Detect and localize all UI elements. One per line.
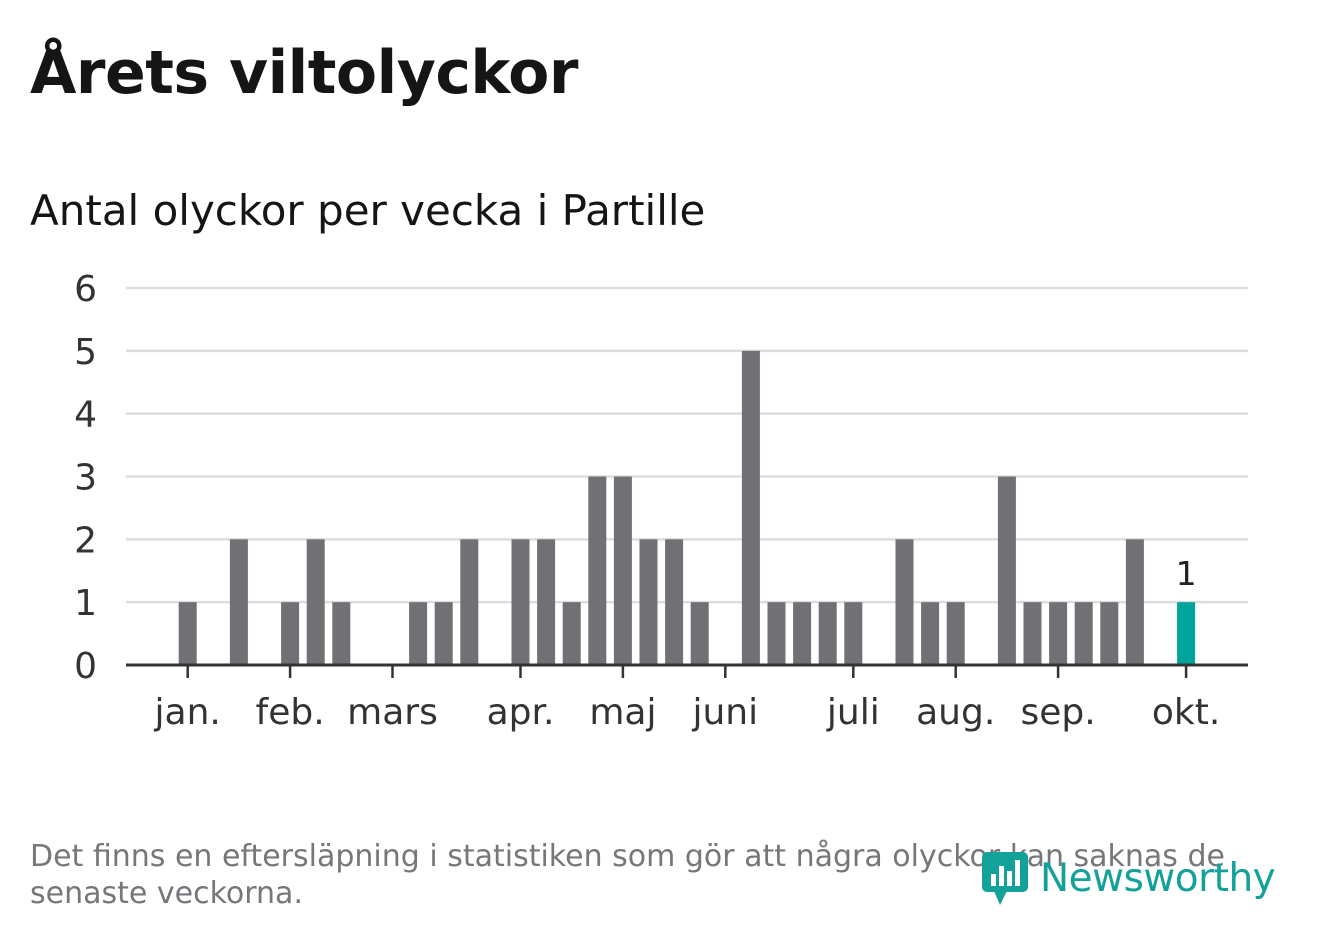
bar-highlight [1177,602,1196,665]
chart-subtitle: Antal olyckor per vecka i Partille [30,186,706,235]
bar [229,539,248,665]
bar [767,602,786,665]
x-tick-label: juni [691,692,758,733]
y-tick-label: 1 [74,583,97,624]
y-tick-label: 2 [74,520,97,561]
x-tick-label: mars [347,692,438,733]
bar [793,602,812,665]
bar [844,602,863,665]
bar [818,602,837,665]
x-tick-label: maj [589,692,656,733]
bar [1125,539,1144,665]
bar [588,476,607,665]
bar [562,602,581,665]
bar [409,602,428,665]
bar [178,602,197,665]
y-tick-label: 6 [74,269,97,310]
x-axis-ticks: jan. feb. mars apr. maj juni juli aug. sep. okt. [154,665,1220,733]
newsworthy-logo-text: Newsworthy [1040,855,1276,901]
x-tick-label: apr. [487,692,555,733]
newsworthy-logo[interactable]: Newsworthy [980,848,1276,908]
y-axis-ticks: 0 1 2 3 4 5 6 [74,269,97,687]
bar [1074,602,1093,665]
bar [741,350,760,665]
bar [946,602,965,665]
newsworthy-logo-icon [982,852,1028,905]
bar [460,539,479,665]
bar [511,539,530,665]
bar [613,476,632,665]
bar [537,539,556,665]
bar [306,539,325,665]
bar-chart: 0 1 2 3 4 5 6 jan. feb. mars apr. maj juni juli aug. s… [74,269,1248,733]
data-labels: 1 [1176,554,1197,593]
bar [332,602,351,665]
bar [895,539,914,665]
bars [178,350,1196,665]
x-tick-label: okt. [1152,692,1220,733]
bar [1023,602,1042,665]
x-tick-label: sep. [1020,692,1095,733]
gridlines [126,286,1248,604]
x-tick-label: aug. [916,692,995,733]
x-tick-label: feb. [256,692,325,733]
y-tick-label: 5 [74,332,97,373]
bar [690,602,709,665]
y-tick-label: 0 [74,646,97,687]
y-tick-label: 4 [74,395,97,436]
x-tick-label: jan. [154,692,221,733]
bar [665,539,684,665]
data-label: 1 [1176,554,1197,593]
bar [1049,602,1068,665]
bar [921,602,940,665]
bar [639,539,658,665]
bar [281,602,300,665]
bar [1100,602,1119,665]
chart-title: Årets viltolyckor [30,38,579,108]
bar [434,602,453,665]
x-tick-label: juli [826,692,880,733]
y-tick-label: 3 [74,458,97,499]
bar [997,476,1016,665]
